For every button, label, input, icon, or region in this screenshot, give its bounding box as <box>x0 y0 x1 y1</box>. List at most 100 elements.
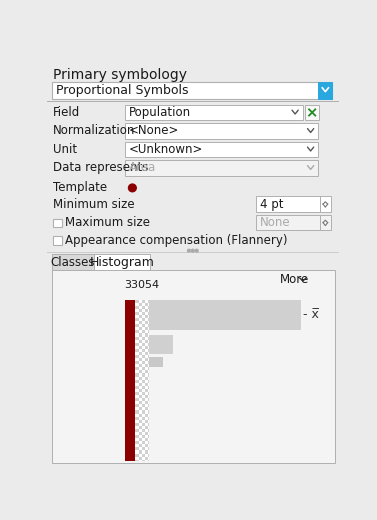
Bar <box>139 423 142 426</box>
Bar <box>135 398 139 401</box>
Bar <box>145 327 148 330</box>
Bar <box>142 346 145 349</box>
Bar <box>145 392 148 395</box>
Bar <box>139 395 142 398</box>
Bar <box>139 367 142 370</box>
Bar <box>145 395 148 398</box>
Bar <box>125 300 135 461</box>
Bar <box>47 252 339 253</box>
Bar <box>139 435 142 438</box>
Bar <box>145 453 148 457</box>
Text: None: None <box>260 216 291 229</box>
Bar <box>148 309 149 312</box>
Bar <box>148 303 149 306</box>
Bar <box>139 417 142 420</box>
Bar <box>148 367 149 370</box>
Bar <box>142 410 145 413</box>
Bar <box>149 357 163 367</box>
Bar <box>305 105 319 120</box>
Bar <box>148 364 149 367</box>
Bar <box>142 309 145 312</box>
Bar <box>148 355 149 358</box>
Bar <box>145 343 148 346</box>
Bar <box>142 321 145 324</box>
Bar <box>145 358 148 361</box>
Text: <Unknown>: <Unknown> <box>129 143 203 156</box>
Bar <box>148 404 149 407</box>
Bar <box>135 340 139 343</box>
Bar <box>145 300 148 303</box>
Bar <box>135 309 139 312</box>
Bar <box>142 306 145 309</box>
Bar <box>139 355 142 358</box>
Bar <box>148 383 149 386</box>
Bar <box>145 346 148 349</box>
Bar <box>139 300 142 303</box>
Bar <box>145 336 148 340</box>
Bar <box>139 413 142 417</box>
Bar <box>142 383 145 386</box>
Bar <box>139 364 142 367</box>
Bar <box>139 450 142 453</box>
Bar <box>148 321 149 324</box>
Bar <box>145 370 148 373</box>
Bar <box>142 333 145 336</box>
Bar <box>145 426 148 429</box>
Bar <box>145 389 148 392</box>
Bar <box>135 358 139 361</box>
Bar <box>142 340 145 343</box>
Text: Area: Area <box>129 161 156 174</box>
Bar <box>125 160 318 176</box>
Bar <box>139 386 142 389</box>
Bar <box>135 447 139 450</box>
Bar <box>139 340 142 343</box>
Text: 4 pt: 4 pt <box>260 198 284 211</box>
Bar <box>135 410 139 413</box>
Bar <box>139 373 142 376</box>
Text: Data represents: Data represents <box>53 161 149 174</box>
Bar <box>52 254 94 270</box>
Bar <box>142 429 145 432</box>
Bar <box>142 361 145 364</box>
Bar <box>52 270 335 463</box>
Bar <box>148 401 149 404</box>
Bar <box>139 327 142 330</box>
Bar <box>148 380 149 383</box>
Bar <box>148 444 149 447</box>
Bar <box>148 460 149 461</box>
Bar <box>148 361 149 364</box>
Bar <box>142 417 145 420</box>
Bar <box>135 361 139 364</box>
Bar <box>148 447 149 450</box>
Text: 33054: 33054 <box>125 280 160 290</box>
Text: Histogram: Histogram <box>90 256 155 269</box>
Bar <box>139 343 142 346</box>
Bar <box>135 457 139 460</box>
Bar <box>142 413 145 417</box>
Bar <box>145 410 148 413</box>
Bar <box>145 349 148 352</box>
Bar <box>145 380 148 383</box>
Bar <box>142 315 145 318</box>
Bar <box>142 392 145 395</box>
Bar <box>139 361 142 364</box>
Bar <box>142 435 145 438</box>
Bar <box>145 321 148 324</box>
Text: Appearance compensation (Flannery): Appearance compensation (Flannery) <box>65 234 287 247</box>
Bar <box>139 407 142 410</box>
Bar <box>142 330 145 333</box>
Bar <box>149 300 300 330</box>
Bar <box>139 453 142 457</box>
Bar <box>145 383 148 386</box>
Bar <box>135 441 139 444</box>
Bar <box>142 336 145 340</box>
Bar <box>148 438 149 441</box>
Bar <box>145 407 148 410</box>
Bar <box>142 389 145 392</box>
Bar <box>139 321 142 324</box>
Bar <box>142 447 145 450</box>
Bar <box>135 407 139 410</box>
Bar <box>139 441 142 444</box>
Bar <box>145 404 148 407</box>
Bar <box>142 398 145 401</box>
